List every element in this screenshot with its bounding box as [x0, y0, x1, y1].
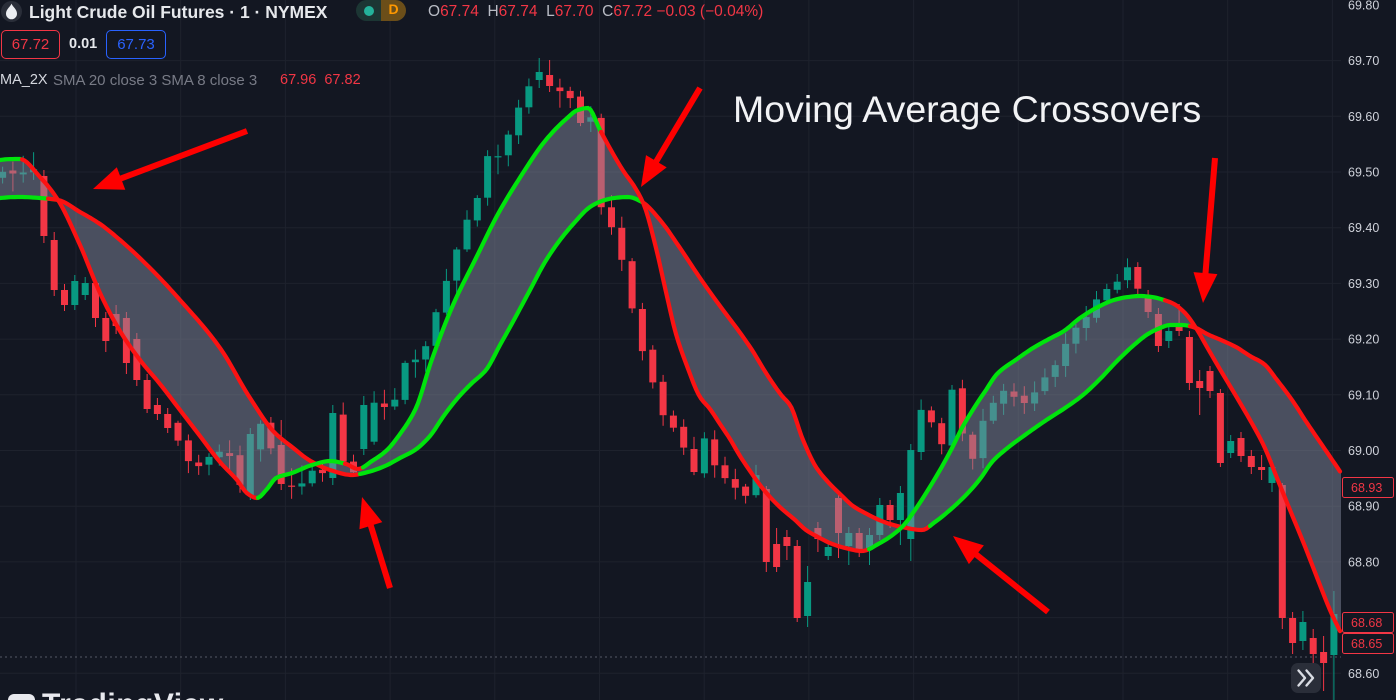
svg-text:69.20: 69.20	[1348, 333, 1379, 347]
svg-text:68.93: 68.93	[1351, 481, 1382, 495]
svg-text:68.90: 68.90	[1348, 500, 1379, 514]
svg-text:69.60: 69.60	[1348, 110, 1379, 124]
svg-text:69.50: 69.50	[1348, 166, 1379, 180]
svg-text:69.70: 69.70	[1348, 54, 1379, 68]
svg-text:68.60: 68.60	[1348, 667, 1379, 681]
svg-text:68.68: 68.68	[1351, 616, 1382, 630]
svg-text:69.80: 69.80	[1348, 0, 1379, 12]
svg-text:69.10: 69.10	[1348, 388, 1379, 402]
svg-text:68.65: 68.65	[1351, 637, 1382, 651]
svg-text:69.30: 69.30	[1348, 277, 1379, 291]
svg-text:68.80: 68.80	[1348, 555, 1379, 569]
svg-text:69.00: 69.00	[1348, 444, 1379, 458]
svg-text:69.40: 69.40	[1348, 221, 1379, 235]
